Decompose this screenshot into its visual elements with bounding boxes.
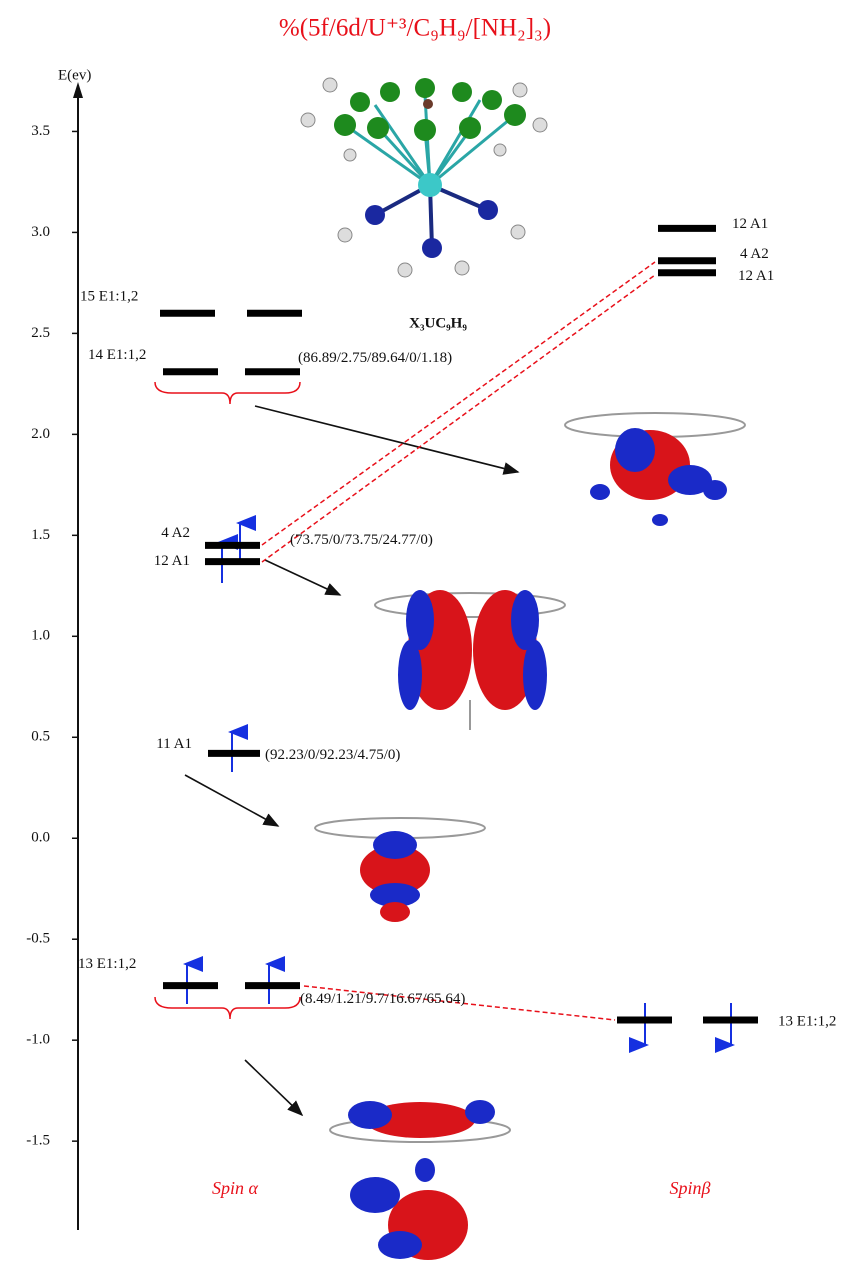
tick-label: -0.5 (26, 931, 50, 947)
tick-label: 3.5 (31, 123, 50, 139)
level-label: 13 E1:1,2 (78, 956, 136, 972)
braces (155, 382, 300, 1019)
composition-label: (86.89/2.75/89.64/0/1.18) (298, 350, 452, 366)
level-label: 12 A1 (154, 553, 190, 569)
orbital-image (565, 413, 745, 526)
molecule-image (301, 78, 547, 277)
tick-label: 1.5 (31, 527, 50, 543)
level-label: 13 E1:1,2 (778, 1013, 836, 1029)
spin-label: Spin α (212, 1178, 259, 1198)
tick-label: -1.5 (26, 1133, 50, 1149)
level-label: 12 A1 (738, 268, 774, 284)
composition-label: (8.49/1.21/9.7/16.67/65.64) (300, 991, 465, 1007)
diagram: %(5f/6d/U⁺³/C₉H₉/[NH₂]₃) E(ev) X₃UC₉H₉ (0, 0, 862, 1274)
level-label: 4 A2 (161, 525, 190, 541)
tick-label: 0.5 (31, 729, 50, 745)
composition-label: (73.75/0/73.75/24.77/0) (290, 532, 433, 548)
spin-arrows (187, 523, 731, 1045)
molecule-label: X₃UC₉H₉ (409, 315, 467, 331)
orbital-image (315, 818, 485, 922)
spin-label: Spinβ (670, 1178, 711, 1198)
axis-label: E(ev) (58, 67, 91, 83)
orbital-image (375, 590, 565, 730)
tick-label: 2.0 (31, 426, 50, 442)
level-label: 14 E1:1,2 (88, 347, 146, 363)
tick-label: -1.0 (26, 1032, 50, 1048)
title: %(5f/6d/U⁺³/C₉H₉/[NH₂]₃) (279, 15, 551, 42)
tick-label: 1.0 (31, 628, 50, 644)
level-label: 4 A2 (740, 246, 769, 262)
tick-label: 3.0 (31, 224, 50, 240)
axis-arrow (73, 82, 83, 98)
composition-label: (92.23/0/92.23/4.75/0) (265, 747, 400, 763)
level-label: 15 E1:1,2 (80, 289, 138, 305)
tick-label: 0.0 (31, 830, 50, 846)
orbital-image (330, 1100, 510, 1260)
level-label: 11 A1 (156, 736, 192, 752)
tick-label: 2.5 (31, 325, 50, 341)
level-label: 12 A1 (732, 216, 768, 232)
